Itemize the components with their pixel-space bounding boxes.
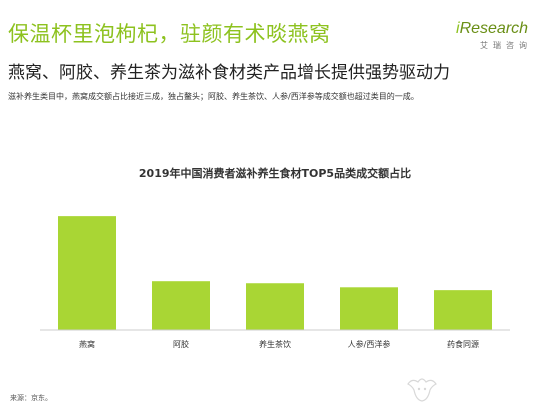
x-tick-label-2: 养生茶饮 bbox=[259, 339, 291, 349]
x-tick-label-3: 人参/西洋参 bbox=[348, 339, 391, 349]
headline: 保温杯里泡枸杞，驻颜有术啖燕窝 bbox=[8, 22, 331, 46]
bar-0 bbox=[58, 216, 116, 330]
x-tick-label-1: 阿胶 bbox=[173, 339, 189, 349]
iresearch-logo: iResearch 艾瑞咨询 bbox=[456, 20, 544, 56]
watermark-icon bbox=[407, 378, 437, 402]
x-tick-label-0: 燕窝 bbox=[79, 339, 95, 349]
bar-2 bbox=[246, 283, 304, 330]
x-tick-labels: 燕窝 阿胶 养生茶饮 人参/西洋参 药食同源 bbox=[79, 339, 479, 349]
bar-chart: 2019年中国消费者滋补养生食材TOP5品类成交额占比 燕窝 阿胶 养生茶饮 人参/西… bbox=[40, 166, 510, 349]
logo-wordmark: iResearch bbox=[456, 20, 528, 38]
chart-title: 2019年中国消费者滋补养生食材TOP5品类成交额占比 bbox=[139, 166, 411, 180]
logo-research: Research bbox=[459, 20, 529, 37]
bars-group bbox=[58, 216, 492, 330]
bar-3 bbox=[340, 287, 398, 330]
logo-subtitle: 艾瑞咨询 bbox=[480, 41, 532, 50]
summary-note: 滋补养生类目中，燕窝成交额占比接近三成，独占鳌头；阿胶、养生茶饮、人参/西洋参等… bbox=[8, 92, 419, 101]
logo-i: i bbox=[456, 20, 460, 37]
bar-1 bbox=[152, 281, 210, 330]
bar-4 bbox=[434, 290, 492, 330]
subheadline: 燕窝、阿胶、养生茶为滋补食材类产品增长提供强势驱动力 bbox=[8, 63, 450, 83]
source-note: 来源：京东。 bbox=[10, 394, 52, 402]
x-tick-label-4: 药食同源 bbox=[447, 339, 479, 349]
